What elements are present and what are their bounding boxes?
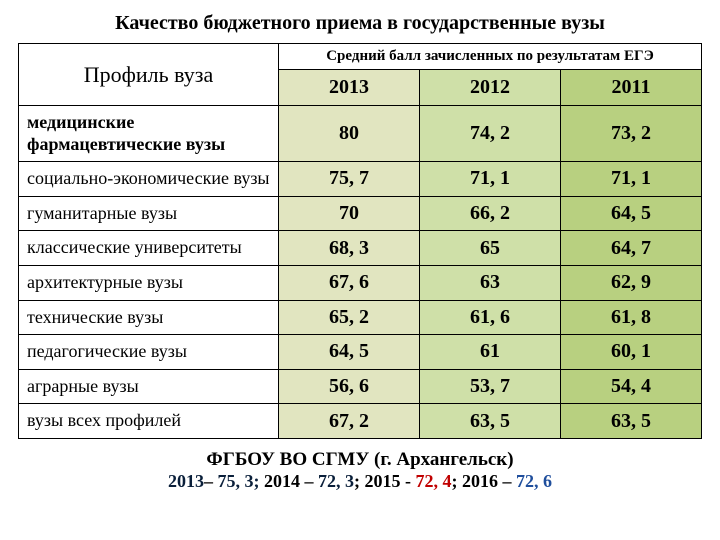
value-cell: 71, 1 bbox=[420, 162, 561, 197]
row-label: гуманитарные вузы bbox=[19, 196, 279, 231]
value-cell: 71, 1 bbox=[561, 162, 702, 197]
table-row: социально-экономические вузы75, 771, 171… bbox=[19, 162, 702, 197]
row-label: аграрные вузы bbox=[19, 369, 279, 404]
score-header: Средний балл зачисленных по результатам … bbox=[279, 44, 702, 70]
footer-fragment: ; 2015 - bbox=[354, 471, 416, 491]
footer-fragment: – bbox=[204, 471, 218, 491]
page-title: Качество бюджетного приема в государстве… bbox=[18, 12, 702, 35]
value-cell: 61 bbox=[420, 335, 561, 370]
footer-fragment: 2014 – bbox=[260, 471, 319, 491]
value-cell: 56, 6 bbox=[279, 369, 420, 404]
value-cell: 53, 7 bbox=[420, 369, 561, 404]
row-label: технические вузы bbox=[19, 300, 279, 335]
profile-header: Профиль вуза bbox=[19, 44, 279, 106]
footer-fragment: 72, 6 bbox=[516, 471, 552, 491]
value-cell: 61, 6 bbox=[420, 300, 561, 335]
year-header: 2013 bbox=[279, 70, 420, 106]
footer-fragment: 72, 4 bbox=[416, 471, 452, 491]
table-row: вузы всех профилей67, 263, 563, 5 bbox=[19, 404, 702, 439]
value-cell: 73, 2 bbox=[561, 106, 702, 162]
row-label: вузы всех профилей bbox=[19, 404, 279, 439]
footer-fragment: ; 2016 – bbox=[452, 471, 517, 491]
year-header: 2011 bbox=[561, 70, 702, 106]
row-label: медицинские фармацевтические вузы bbox=[19, 106, 279, 162]
value-cell: 64, 7 bbox=[561, 231, 702, 266]
value-cell: 64, 5 bbox=[279, 335, 420, 370]
row-label: архитектурные вузы bbox=[19, 265, 279, 300]
value-cell: 64, 5 bbox=[561, 196, 702, 231]
footer-fragment: 75, 3; bbox=[218, 471, 260, 491]
footer-org: ФГБОУ ВО СГМУ (г. Архангельск) bbox=[18, 449, 702, 471]
row-label: педагогические вузы bbox=[19, 335, 279, 370]
value-cell: 54, 4 bbox=[561, 369, 702, 404]
table-row: медицинские фармацевтические вузы8074, 2… bbox=[19, 106, 702, 162]
value-cell: 63 bbox=[420, 265, 561, 300]
value-cell: 80 bbox=[279, 106, 420, 162]
table-row: технические вузы65, 261, 661, 8 bbox=[19, 300, 702, 335]
table-row: аграрные вузы56, 653, 754, 4 bbox=[19, 369, 702, 404]
value-cell: 65, 2 bbox=[279, 300, 420, 335]
footer: ФГБОУ ВО СГМУ (г. Архангельск) 2013– 75,… bbox=[18, 449, 702, 492]
row-label: социально-экономические вузы bbox=[19, 162, 279, 197]
value-cell: 66, 2 bbox=[420, 196, 561, 231]
year-header: 2012 bbox=[420, 70, 561, 106]
value-cell: 67, 2 bbox=[279, 404, 420, 439]
value-cell: 63, 5 bbox=[561, 404, 702, 439]
value-cell: 74, 2 bbox=[420, 106, 561, 162]
row-label: классические университеты bbox=[19, 231, 279, 266]
value-cell: 70 bbox=[279, 196, 420, 231]
table-row: классические университеты68, 36564, 7 bbox=[19, 231, 702, 266]
score-table: Профиль вузаСредний балл зачисленных по … bbox=[18, 43, 702, 439]
value-cell: 68, 3 bbox=[279, 231, 420, 266]
value-cell: 67, 6 bbox=[279, 265, 420, 300]
table-row: педагогические вузы64, 56160, 1 bbox=[19, 335, 702, 370]
value-cell: 63, 5 bbox=[420, 404, 561, 439]
value-cell: 65 bbox=[420, 231, 561, 266]
table-row: архитектурные вузы67, 66362, 9 bbox=[19, 265, 702, 300]
value-cell: 75, 7 bbox=[279, 162, 420, 197]
footer-fragment: 2013 bbox=[168, 471, 204, 491]
table-row: гуманитарные вузы7066, 264, 5 bbox=[19, 196, 702, 231]
value-cell: 61, 8 bbox=[561, 300, 702, 335]
footer-years: 2013– 75, 3; 2014 – 72, 3; 2015 - 72, 4;… bbox=[18, 471, 702, 492]
value-cell: 60, 1 bbox=[561, 335, 702, 370]
footer-fragment: 72, 3 bbox=[318, 471, 354, 491]
value-cell: 62, 9 bbox=[561, 265, 702, 300]
